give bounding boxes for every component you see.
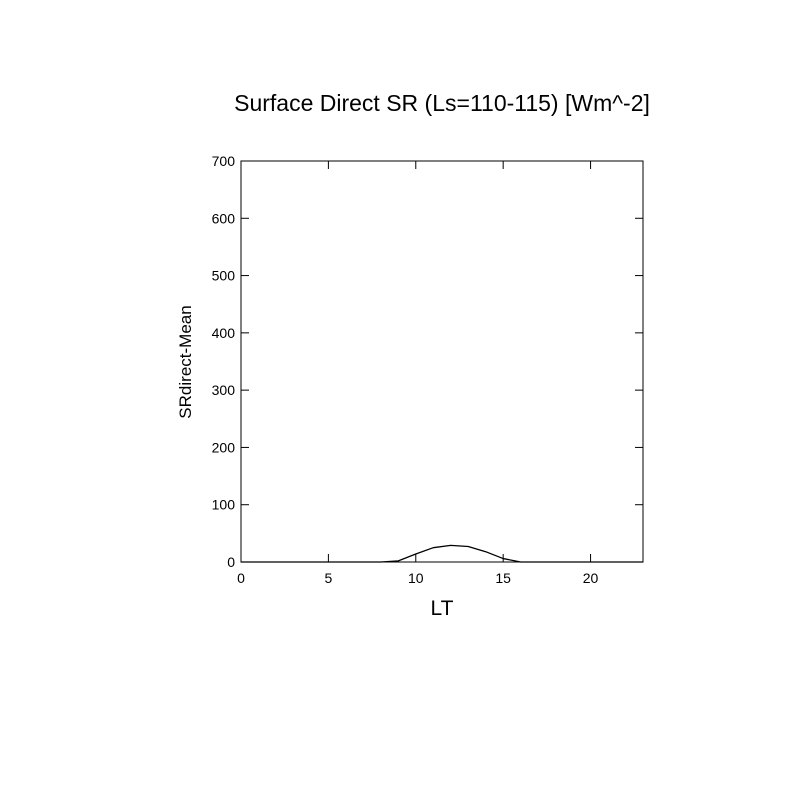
- x-tick-label: 10: [408, 570, 424, 586]
- y-tick-label: 500: [212, 268, 236, 284]
- y-tick-label: 700: [212, 153, 236, 169]
- y-tick-label: 200: [212, 439, 236, 455]
- x-tick-label: 5: [324, 570, 332, 586]
- y-tick-label: 400: [212, 325, 236, 341]
- chart-title: Surface Direct SR (Ls=110-115) [Wm^-2]: [234, 90, 650, 116]
- y-tick-label: 100: [212, 497, 236, 513]
- y-tick-label: 600: [212, 210, 236, 226]
- plot-frame: [240, 160, 644, 563]
- y-axis-label: SRdirect-Mean: [176, 305, 195, 418]
- x-tick-label: 20: [583, 570, 599, 586]
- x-tick-label: 0: [237, 570, 245, 586]
- y-tick-label: 300: [212, 382, 236, 398]
- x-tick-label: 15: [495, 570, 511, 586]
- y-tick-label: 0: [227, 554, 235, 570]
- data-line: [241, 544, 643, 563]
- x-axis-label: LT: [431, 597, 454, 620]
